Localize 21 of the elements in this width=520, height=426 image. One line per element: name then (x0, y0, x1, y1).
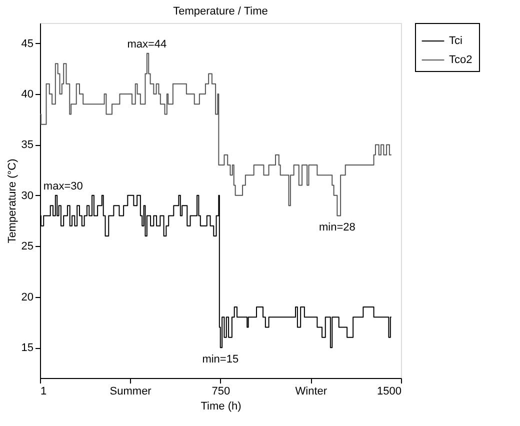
x-axis-title: Time (h) (200, 400, 242, 412)
chart-title: Temperature / Time (173, 6, 268, 18)
annotation: min=15 (202, 354, 239, 366)
x-tick-label: 750 (212, 386, 230, 398)
x-tick-label: 1500 (377, 386, 402, 398)
y-axis-title: Temperature (°C) (6, 158, 18, 244)
x-tick-label: Winter (295, 386, 328, 398)
y-tick-label: 45 (21, 38, 34, 50)
annotation: min=28 (318, 222, 356, 234)
y-tick-label: 15 (21, 342, 34, 354)
y-tick-label: 20 (21, 291, 34, 304)
legend-label: Tci (449, 35, 462, 47)
y-tick-label: 40 (21, 88, 34, 100)
y-tick-label: 35 (21, 139, 34, 152)
annotation: max=44 (127, 38, 167, 50)
legend-label: Tco2 (449, 54, 472, 66)
x-tick-label: 1 (40, 386, 47, 398)
y-tick-label: 25 (21, 240, 34, 253)
y-tick-label: 30 (21, 190, 34, 202)
annotation: max=30 (43, 180, 83, 192)
x-tick-label: Summer (110, 386, 152, 398)
